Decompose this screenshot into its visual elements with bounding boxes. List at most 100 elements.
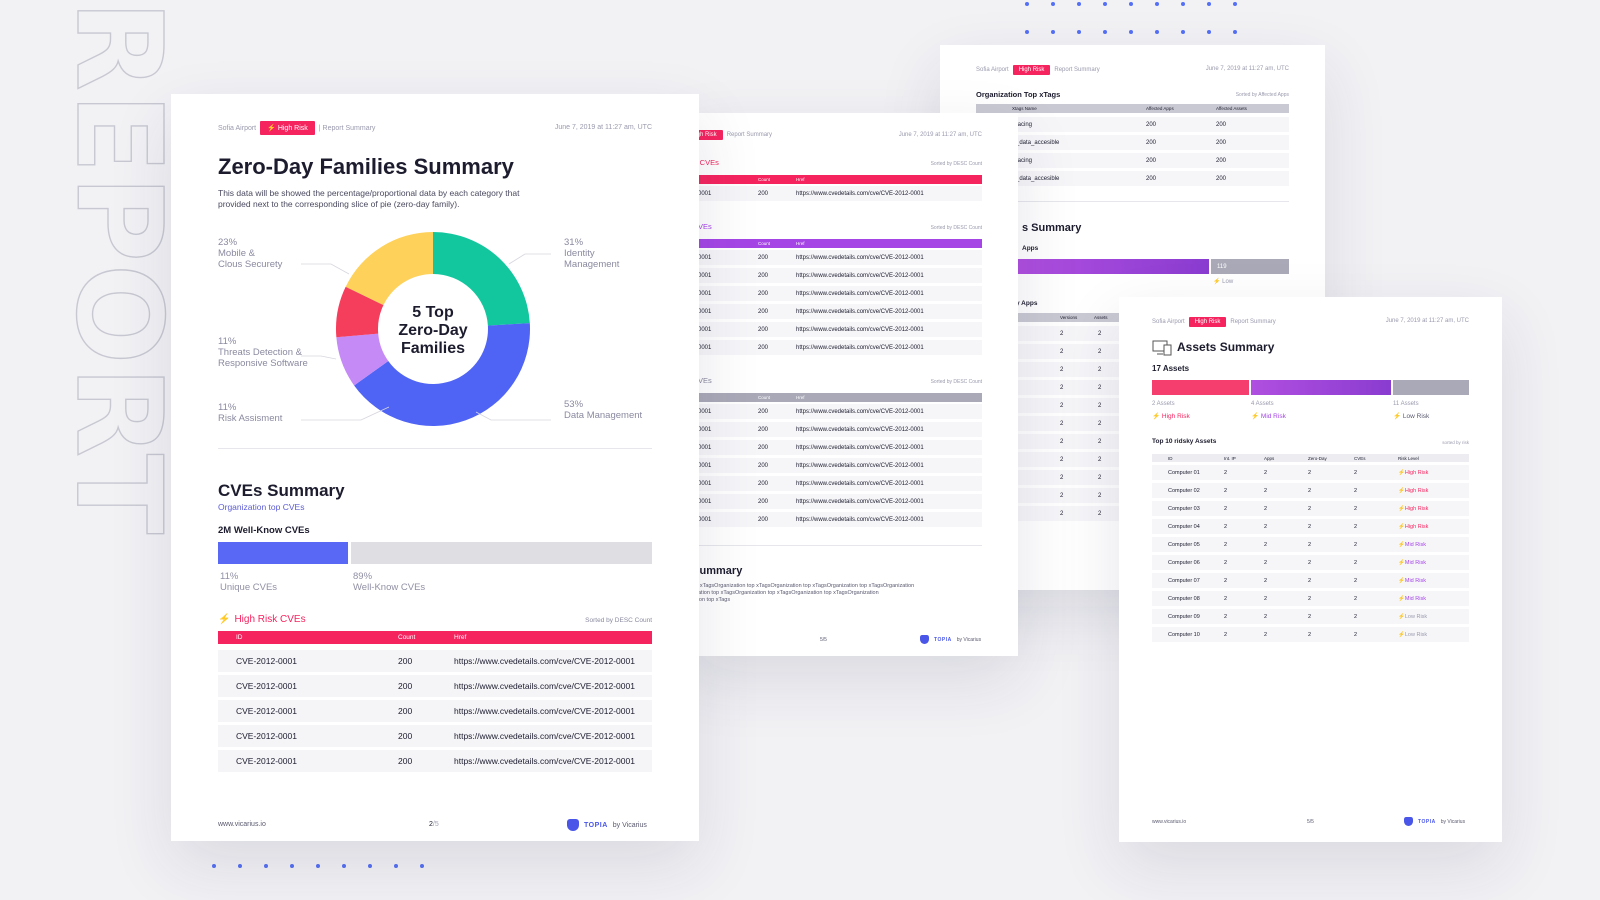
report-page-cves[interactable]: High Risk Report Summary June 7, 2019 at… bbox=[680, 113, 1018, 656]
asset-row[interactable]: Computer 05 2 2 2 2 ⚡ Mid Risk bbox=[1152, 537, 1469, 552]
lightning-icon: ⚡ bbox=[1398, 541, 1405, 548]
cve-link[interactable]: https://www.cvedetails.com/cve/CVE-2012-… bbox=[796, 408, 924, 415]
cve-link[interactable]: https://www.cvedetails.com/cve/CVE-2012-… bbox=[796, 290, 924, 297]
cve-row[interactable]: 012-0001200https://www.cvedetails.com/cv… bbox=[683, 476, 982, 491]
cve-row[interactable]: CVE-2012-0001 200 https://www.cvedetails.c… bbox=[218, 750, 652, 772]
asset-row[interactable]: Computer 02 2 2 2 2 ⚡ High Risk bbox=[1152, 483, 1469, 498]
xtag-apps: 200 bbox=[1146, 157, 1157, 164]
asset-ip: 2 bbox=[1224, 505, 1228, 512]
app-assets: 2 bbox=[1098, 402, 1102, 409]
app-assets: 2 bbox=[1098, 348, 1102, 355]
cve-row[interactable]: 012-0001200https://www.cvedetails.com/cv… bbox=[683, 340, 982, 355]
cve-link[interactable]: https://www.cvedetails.com/cve/CVE-2012-… bbox=[454, 656, 635, 666]
cve-link[interactable]: https://www.cvedetails.com/cve/CVE-2012-… bbox=[796, 190, 924, 197]
cve-row[interactable]: 012-0001200https://www.cvedetails.com/cv… bbox=[683, 512, 982, 527]
decor-dot bbox=[368, 864, 372, 868]
lightning-icon: ⚡ bbox=[1398, 577, 1405, 584]
cve-row[interactable]: 012-0001200https://www.cvedetails.com/cv… bbox=[683, 404, 982, 419]
low-risk-label: ⚡ Low Risk bbox=[1393, 413, 1430, 420]
asset-risk-level: ⚡ High Risk bbox=[1398, 487, 1429, 494]
cve-row[interactable]: CVE-2012-0001 200 https://www.cvedetails.c… bbox=[218, 650, 652, 672]
high-risk-tag: ⚡ High Risk bbox=[260, 121, 315, 135]
cve-row[interactable]: 012-0001200https://www.cvedetails.com/cv… bbox=[683, 322, 982, 337]
cve-link[interactable]: https://www.cvedetails.com/cve/CVE-2012-… bbox=[796, 480, 924, 487]
cves-table-header: ID Count Href bbox=[218, 631, 652, 644]
asset-row[interactable]: Computer 09 2 2 2 2 ⚡ Low Risk bbox=[1152, 609, 1469, 624]
cve-row[interactable]: 012-0001200https://www.cvedetails.com/cv… bbox=[683, 422, 982, 437]
asset-row[interactable]: Computer 03 2 2 2 2 ⚡ High Risk bbox=[1152, 501, 1469, 516]
cve-row[interactable]: 012-0001200https://www.cvedetails.com/cv… bbox=[683, 494, 982, 509]
report-page-zero-day[interactable]: Sofia Airport ⚡ High Risk | Report Summa… bbox=[171, 94, 699, 841]
cve-row[interactable]: CVE-2012-0001 200 https://www.cvedetails.c… bbox=[218, 725, 652, 747]
summary-title: s Summary bbox=[1022, 222, 1082, 234]
cve-link[interactable]: https://www.cvedetails.com/cve/CVE-2012-… bbox=[454, 681, 635, 691]
asset-row[interactable]: Computer 08 2 2 2 2 ⚡ Mid Risk bbox=[1152, 591, 1469, 606]
xtag-row[interactable]: facing 200 200 bbox=[976, 153, 1289, 168]
decor-dot bbox=[264, 864, 268, 868]
asset-ip: 2 bbox=[1224, 613, 1228, 620]
asset-apps: 2 bbox=[1264, 469, 1268, 476]
xtag-row[interactable]: _data_accesible 200 200 bbox=[976, 135, 1289, 150]
xtag-name: _data_accesible bbox=[1016, 175, 1060, 182]
cve-link[interactable]: https://www.cvedetails.com/cve/CVE-2012-… bbox=[796, 272, 924, 279]
asset-row[interactable]: Computer 06 2 2 2 2 ⚡ Mid Risk bbox=[1152, 555, 1469, 570]
cve-link[interactable]: https://www.cvedetails.com/cve/CVE-2012-… bbox=[796, 308, 924, 315]
cve-row[interactable]: 012-0001200https://www.cvedetails.com/cv… bbox=[683, 304, 982, 319]
cve-row[interactable]: 012-0001200https://www.cvedetails.com/cv… bbox=[683, 286, 982, 301]
cve-link[interactable]: https://www.cvedetails.com/cve/CVE-2012-… bbox=[454, 731, 635, 741]
page-title: Zero-Day Families Summary bbox=[218, 154, 514, 179]
cve-link[interactable]: https://www.cvedetails.com/cve/CVE-2012-… bbox=[796, 344, 924, 351]
donut-center-line1: 5 Top bbox=[412, 304, 454, 321]
topia-logo: TOPIA by Vicarius bbox=[567, 819, 647, 831]
cve-row[interactable]: CVE-2012-0001 200 https://www.cvedetails.c… bbox=[218, 700, 652, 722]
asset-row[interactable]: Computer 04 2 2 2 2 ⚡ High Risk bbox=[1152, 519, 1469, 534]
cve-row[interactable]: 012-0001200https://www.cvedetails.com/cv… bbox=[683, 458, 982, 473]
cve-link[interactable]: https://www.cvedetails.com/cve/CVE-2012-… bbox=[796, 326, 924, 333]
cve-link[interactable]: https://www.cvedetails.com/cve/CVE-2012-… bbox=[796, 426, 924, 433]
donut-slice-data-management bbox=[354, 323, 530, 426]
asset-row[interactable]: Computer 07 2 2 2 2 ⚡ Mid Risk bbox=[1152, 573, 1469, 588]
cve-row[interactable]: 012-0001200https://www.cvedetails.com/cv… bbox=[683, 268, 982, 283]
report-page-assets[interactable]: Sofia Airport High Risk Report Summary J… bbox=[1119, 297, 1502, 842]
cve-link[interactable]: https://www.cvedetails.com/cve/CVE-2012-… bbox=[796, 516, 924, 523]
asset-apps: 2 bbox=[1264, 595, 1268, 602]
cve-link[interactable]: https://www.cvedetails.com/cve/CVE-2012-… bbox=[796, 444, 924, 451]
xtag-row[interactable]: facing 200 200 bbox=[976, 117, 1289, 132]
cve-row[interactable]: 012-0001200https://www.cvedetails.com/cv… bbox=[683, 186, 982, 201]
asset-row[interactable]: Computer 10 2 2 2 2 ⚡ Low Risk bbox=[1152, 627, 1469, 642]
cve-row[interactable]: 012-0001200https://www.cvedetails.com/cv… bbox=[683, 440, 982, 455]
shield-icon bbox=[567, 819, 579, 831]
sec3-sort: Sorted by DESC Count bbox=[930, 379, 982, 385]
high-assets-bar bbox=[1152, 380, 1249, 395]
asset-row[interactable]: Computer 01 2 2 2 2 ⚡ High Risk bbox=[1152, 465, 1469, 480]
xtag-row[interactable]: _data_accesible 200 200 bbox=[976, 171, 1289, 186]
well-know-cves-legend: 89% Well-Know CVEs bbox=[353, 571, 426, 594]
cve-count: 200 bbox=[758, 462, 769, 469]
asset-ip: 2 bbox=[1224, 631, 1228, 638]
decor-dot bbox=[1233, 2, 1237, 6]
cve-link[interactable]: https://www.cvedetails.com/cve/CVE-2012-… bbox=[796, 254, 924, 261]
cve-row[interactable]: CVE-2012-0001 200 https://www.cvedetails.c… bbox=[218, 675, 652, 697]
cve-link[interactable]: https://www.cvedetails.com/cve/CVE-2012-… bbox=[796, 498, 924, 505]
cve-count: 200 bbox=[758, 344, 769, 351]
assets-title: Assets Summary bbox=[1177, 340, 1275, 354]
cve-link[interactable]: https://www.cvedetails.com/cve/CVE-2012-… bbox=[796, 462, 924, 469]
low-assets-bar bbox=[1393, 380, 1469, 395]
asset-apps: 2 bbox=[1264, 613, 1268, 620]
cve-link[interactable]: https://www.cvedetails.com/cve/CVE-2012-… bbox=[454, 756, 635, 766]
cve-link[interactable]: https://www.cvedetails.com/cve/CVE-2012-… bbox=[454, 706, 635, 716]
lightning-icon: ⚡ bbox=[1398, 487, 1405, 494]
cve-row[interactable]: 012-0001200https://www.cvedetails.com/cv… bbox=[683, 250, 982, 265]
page-description: This data will be showed the percentage/… bbox=[218, 188, 520, 210]
